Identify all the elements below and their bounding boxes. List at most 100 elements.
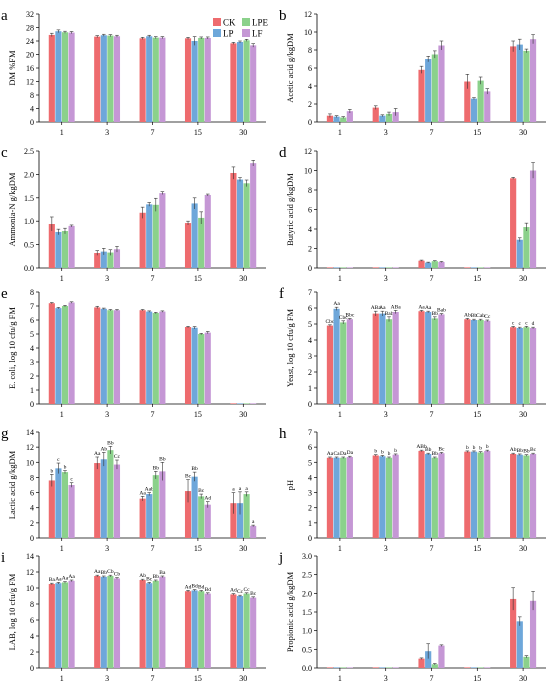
x-tick-label: 1 [60, 410, 64, 419]
bar-LF-15 [204, 593, 211, 668]
x-tick-label: 7 [151, 128, 155, 137]
y-tick-label: 2.0 [24, 170, 34, 179]
bar-LF-15 [204, 332, 211, 404]
significance-label: Bb [153, 574, 160, 580]
significance-label: Aa [62, 576, 69, 582]
bar-LPE-1 [340, 457, 347, 538]
y-tick-label: 10 [26, 584, 34, 593]
y-tick-label: 5 [308, 320, 312, 329]
significance-label: Bb [191, 466, 198, 472]
significance-label: Da [347, 450, 354, 456]
panel-e: 0 1 2 3 4 5 6 7 8 E. coli, log 10 cfu/g FM e 1 3 7 15 3… [1, 286, 266, 419]
y-tick-label: 0 [30, 400, 34, 409]
bar-CK-15 [184, 223, 192, 268]
bar-LPE-7 [431, 318, 438, 404]
x-tick-label: 1 [60, 274, 64, 283]
significance-label: Aab [145, 487, 154, 493]
bar-LP-30 [236, 403, 244, 404]
y-tick-label: 6 [30, 489, 34, 498]
significance-label: Bb [432, 311, 439, 317]
y-tick-label: 8 [30, 473, 34, 482]
y-tick-label: 3 [30, 358, 34, 367]
y-tick-label: 16 [26, 64, 34, 73]
bar-LPE-7 [431, 261, 438, 268]
y-tick-label: 12 [304, 10, 312, 19]
x-tick-label: 15 [194, 674, 202, 683]
bar-LP-15 [470, 267, 478, 268]
y-tick-label: 2 [308, 504, 312, 513]
x-tick-label: 3 [384, 674, 388, 683]
y-tick-label: 0.5 [302, 645, 312, 654]
panel-letter: h [279, 426, 287, 442]
bar-CK-3 [94, 36, 101, 122]
bar-LPE-3 [107, 450, 114, 538]
bar-CK-1 [48, 303, 55, 404]
bar-LF-3 [392, 267, 399, 268]
bar-LF-1 [346, 319, 353, 404]
bar-CK-3 [94, 253, 101, 268]
bar-LP-1 [55, 583, 62, 668]
bar-CK-7 [139, 38, 146, 122]
x-tick-label: 3 [384, 128, 388, 137]
bar-LPE-30 [243, 593, 250, 668]
bar-LPE-3 [107, 35, 114, 122]
significance-label: Ad [185, 584, 192, 590]
x-tick-label: 3 [105, 128, 109, 137]
bar-LF-30 [250, 525, 257, 538]
bar-CK-7 [418, 311, 425, 404]
y-tick-label: 32 [26, 10, 34, 19]
y-tick-label: 2.5 [302, 571, 312, 580]
bar-CK-1 [326, 457, 334, 538]
significance-label: Cb [114, 572, 121, 578]
bar-LP-1 [333, 457, 340, 538]
bar-LF-1 [68, 32, 75, 122]
y-tick-label: 4 [308, 225, 312, 234]
significance-label: Cbc [339, 315, 348, 321]
x-tick-label: 7 [430, 674, 434, 683]
bar-LP-30 [516, 454, 523, 538]
x-tick-label: 7 [151, 410, 155, 419]
bar-LF-7 [159, 193, 166, 268]
y-axis-label: Ammonia-N g/kgDM [7, 172, 17, 246]
bar-LP-3 [379, 267, 386, 268]
y-tick-label: 4 [30, 632, 34, 641]
significance-label: Aa [418, 304, 425, 310]
y-tick-label: 8 [30, 288, 34, 297]
bar-CK-3 [372, 455, 379, 538]
significance-label: Bc [530, 447, 537, 453]
x-tick-label: 1 [338, 128, 342, 137]
y-tick-label: 2 [30, 372, 34, 381]
bar-LF-3 [392, 112, 399, 122]
significance-label: Bbc [345, 312, 354, 318]
y-tick-label: 4 [308, 82, 312, 91]
bar-CK-30 [510, 453, 517, 538]
bar-CK-3 [372, 267, 379, 268]
y-tick-label: 8 [30, 91, 34, 100]
bar-LP-7 [425, 262, 432, 268]
bar-LPE-15 [477, 667, 484, 668]
bar-LPE-1 [61, 231, 69, 268]
y-tick-label: 1.0 [24, 217, 34, 226]
bar-CK-15 [184, 491, 192, 538]
bar-LP-7 [146, 204, 153, 268]
bar-LP-3 [379, 313, 386, 404]
significance-label: Aa [94, 569, 101, 575]
bar-CK-15 [464, 267, 471, 268]
y-tick-label: 8 [30, 600, 34, 609]
bar-LP-7 [425, 453, 432, 538]
bar-LPE-30 [523, 327, 530, 404]
bar-CK-7 [418, 450, 425, 538]
significance-label: ABb [416, 444, 427, 450]
significance-label: Aa [139, 490, 146, 496]
bar-CK-15 [464, 667, 471, 668]
significance-label: Ab [100, 446, 107, 452]
bar-LP-1 [333, 667, 340, 668]
bar-LF-15 [484, 91, 491, 122]
bar-LF-7 [159, 37, 166, 122]
significance-label: Aa [333, 301, 340, 307]
significance-label: b [479, 446, 482, 452]
bar-CK-30 [230, 503, 237, 538]
significance-label: Ab [139, 573, 146, 579]
